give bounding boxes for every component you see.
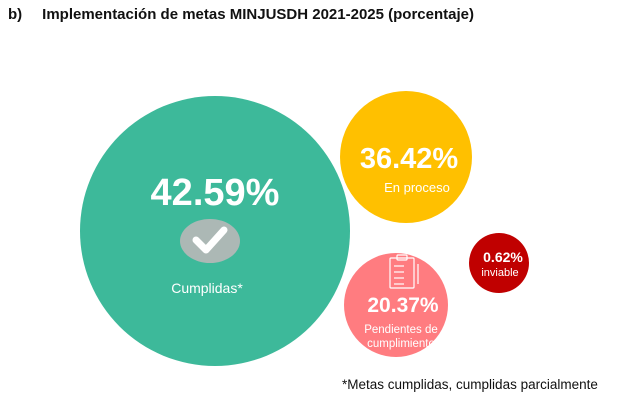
value-label-pendientes: 20.37% (367, 294, 439, 317)
name-label-cumplidas: Cumplidas* (171, 280, 243, 296)
panel-label: b) (8, 6, 23, 23)
clipboard-icon (389, 254, 419, 289)
bubble-circle-1 (340, 91, 472, 223)
name-label-inviable: inviable (481, 267, 518, 279)
chart-title: b) Implementación de metas MINJUSDH 2021… (8, 6, 474, 23)
name-label-pendientes-1: Pendientes de (364, 324, 438, 336)
bubble-circle-2 (344, 253, 448, 357)
name-label-pendientes-2: cumplimiento (367, 338, 435, 350)
chart-title-text: Implementación de metas MINJUSDH 2021-20… (42, 6, 474, 23)
name-label-en-proceso: En proceso (384, 180, 450, 195)
value-label-en-proceso: 36.42% (360, 143, 459, 175)
value-label-cumplidas: 42.59% (151, 172, 280, 214)
footnote: *Metas cumplidas, cumplidas parcialmente (342, 377, 598, 392)
bubble-en-proceso: 36.42% En proceso (340, 91, 472, 223)
value-label-inviable: 0.62% (483, 249, 523, 265)
bubble-inviable: 0.62% inviable (469, 233, 529, 293)
bubble-circle-3 (469, 233, 529, 293)
bubble-pendientes: 20.37% Pendientes de cumplimiento (344, 253, 448, 357)
bubble-cumplidas: 42.59% Cumplidas* (80, 96, 350, 366)
check-icon (180, 219, 240, 263)
